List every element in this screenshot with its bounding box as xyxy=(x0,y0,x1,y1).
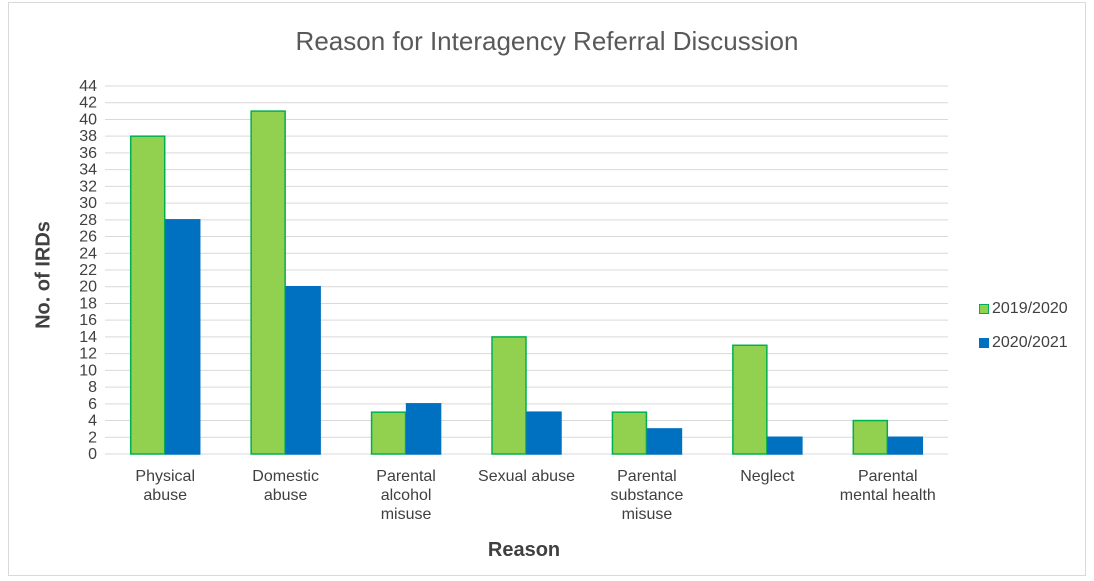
y-tick-label: 22 xyxy=(79,262,97,279)
bar-series-1 xyxy=(852,419,889,455)
legend-item: 2019/2020 xyxy=(979,300,1068,318)
x-category-label: Parental mental health xyxy=(840,468,936,504)
legend-label: 2020/2021 xyxy=(992,334,1068,351)
bar-series-2 xyxy=(405,403,442,455)
y-tick-label: 36 xyxy=(79,145,97,162)
x-category-label: Parental alcohol misuse xyxy=(376,468,436,523)
y-tick-label: 14 xyxy=(79,329,97,346)
y-tick-label: 0 xyxy=(88,446,97,463)
bar-series-1 xyxy=(370,411,407,455)
y-tick-label: 40 xyxy=(79,111,97,128)
x-category-label: Sexual abuse xyxy=(478,468,575,485)
y-tick-label: 30 xyxy=(79,195,97,212)
bar-series-2 xyxy=(887,436,924,455)
x-category-label: Neglect xyxy=(740,468,795,485)
chart-title: Reason for Interagency Referral Discussi… xyxy=(295,26,799,56)
y-tick-label: 20 xyxy=(79,279,97,296)
bars xyxy=(129,110,924,455)
y-tick-label: 2 xyxy=(88,429,97,446)
legend-swatch xyxy=(979,338,989,348)
bar-series-1 xyxy=(250,110,286,455)
x-category-label: Domestic abuse xyxy=(252,468,319,504)
y-tick-label: 28 xyxy=(79,212,97,229)
legend-swatch xyxy=(979,304,989,314)
bar-series-2 xyxy=(164,219,201,455)
y-tick-label: 44 xyxy=(79,78,97,95)
y-tick-label: 34 xyxy=(79,162,97,179)
y-tick-label: 38 xyxy=(79,128,97,145)
y-tick-label: 18 xyxy=(79,295,97,312)
y-tick-label: 4 xyxy=(88,413,97,430)
x-category-labels: Physical abuse Domestic abuse Parental alcoho… xyxy=(135,468,935,523)
bar-series-2 xyxy=(646,428,683,455)
y-tick-label: 6 xyxy=(88,396,97,413)
y-tick-label: 24 xyxy=(79,245,97,262)
bar-series-1 xyxy=(129,135,166,455)
y-tick-label: 42 xyxy=(79,95,97,112)
legend-label: 2019/2020 xyxy=(992,300,1068,317)
x-axis-label: Reason xyxy=(487,539,561,561)
y-tick-label: 8 xyxy=(88,379,97,396)
bar-series-1 xyxy=(611,411,648,455)
y-tick-labels: 0246810121416182022242628303234363840424… xyxy=(79,78,97,463)
legend: 2019/2020 2020/2021 xyxy=(979,300,1068,368)
bar-series-2 xyxy=(285,285,321,455)
bar-series-1 xyxy=(491,336,527,455)
bar-series-2 xyxy=(767,436,803,455)
y-tick-label: 12 xyxy=(79,346,97,363)
y-tick-label: 32 xyxy=(79,178,97,195)
x-category-label: Physical abuse xyxy=(135,468,195,504)
bar-series-2 xyxy=(526,411,562,455)
legend-item: 2020/2021 xyxy=(979,334,1068,352)
x-category-label: Parental substance misuse xyxy=(610,468,683,523)
y-tick-label: 10 xyxy=(79,362,97,379)
y-tick-label: 16 xyxy=(79,312,97,329)
y-tick-label: 26 xyxy=(79,229,97,246)
bar-series-1 xyxy=(732,344,768,455)
